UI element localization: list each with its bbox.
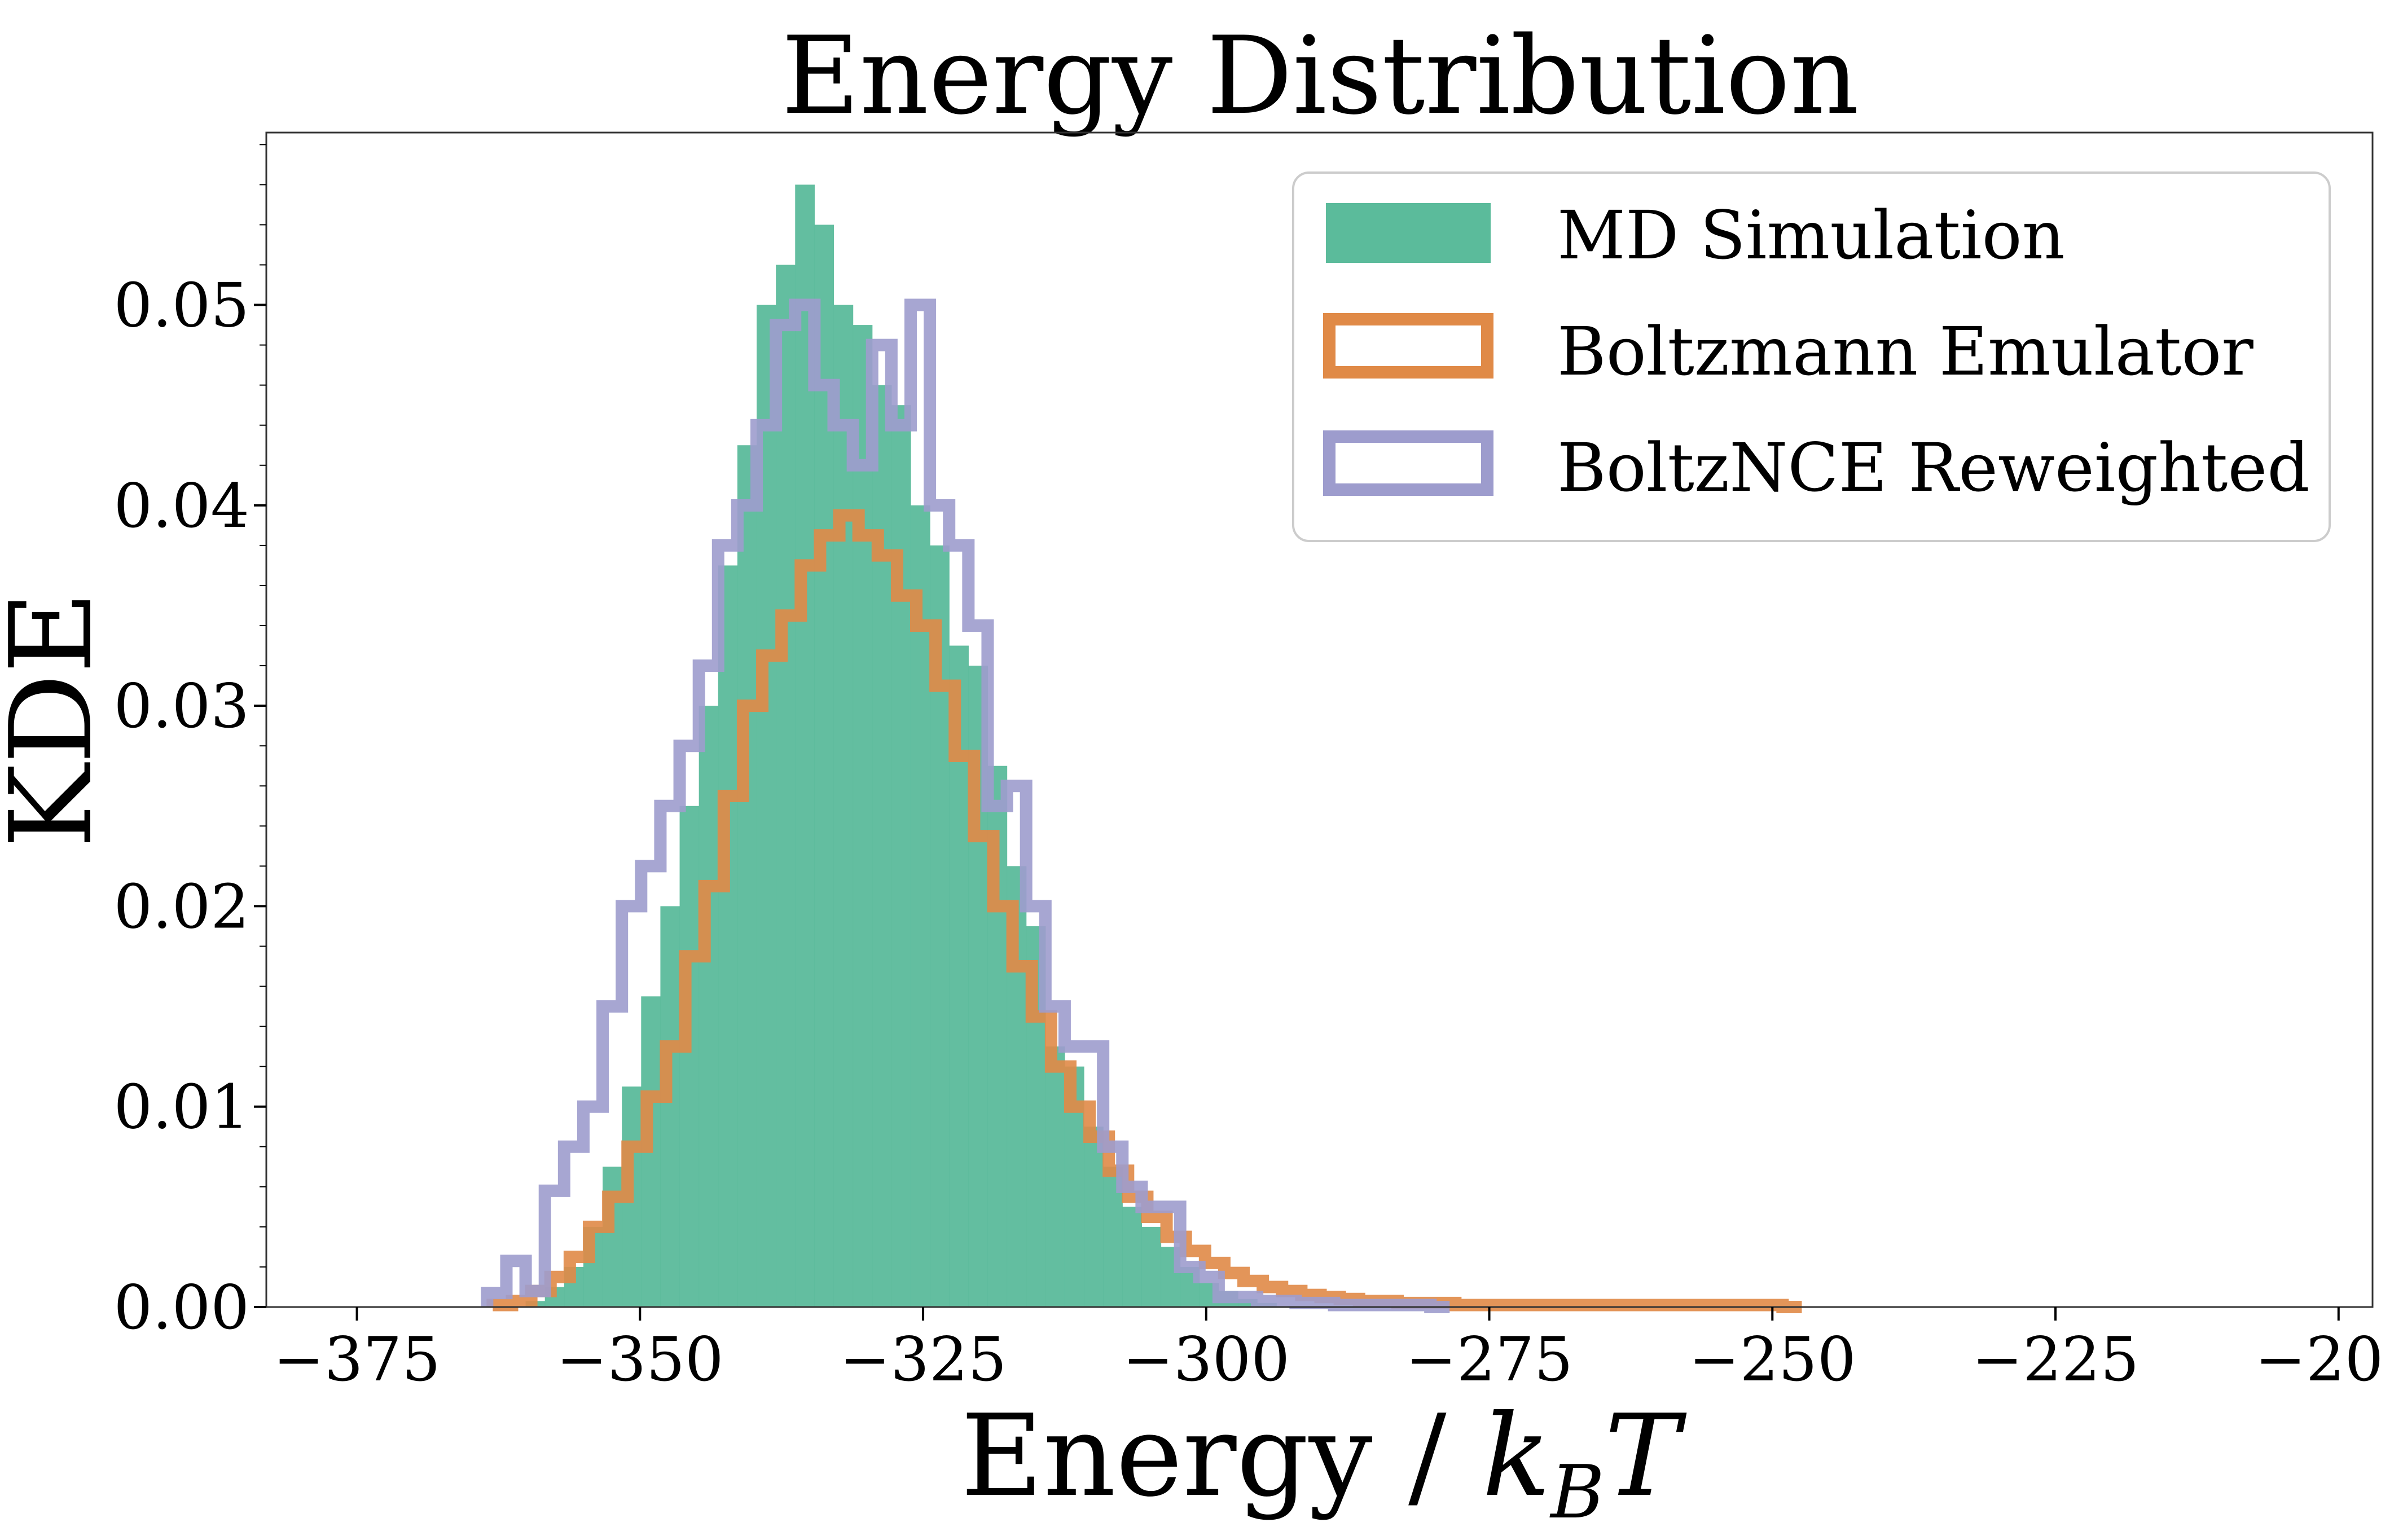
bar-md-simulation-14 [776, 265, 796, 1307]
bar-md-simulation-18 [853, 325, 873, 1307]
legend: MD Simulation Boltzmann Emulator BoltzNC… [1292, 171, 2331, 542]
bar-md-simulation-12 [737, 445, 757, 1307]
series-boltznce-reweighted [481, 298, 1450, 1313]
bar-md-simulation-8 [660, 906, 680, 1307]
x-axis-label-k: k [1482, 1391, 1550, 1522]
x-tick-label: −375 [273, 1325, 441, 1395]
x-tick-label: −250 [1689, 1325, 1856, 1395]
y-tick-label: 0.01 [114, 1072, 249, 1143]
x-axis-label-text: Energy / [961, 1391, 1482, 1522]
bar-md-simulation-9 [679, 806, 700, 1307]
y-tick-label: 0.03 [114, 671, 249, 742]
bar-md-simulation-5 [603, 1167, 622, 1307]
y-tick-label: 0.02 [114, 872, 249, 942]
bar-md-simulation-33 [1141, 1226, 1162, 1307]
bar-md-simulation-11 [718, 565, 738, 1307]
bar-md-simulation-30 [1084, 1127, 1104, 1307]
x-axis: −375 −350 −325 −300 −275 −250 −225 −200 [273, 1307, 2381, 1395]
legend-swatch-md-simulation [1326, 203, 1491, 263]
legend-box [1292, 171, 2331, 542]
y-axis: 0.00 0.01 0.02 0.03 0.04 0.05 [114, 144, 266, 1343]
bar-md-simulation-28 [1045, 1046, 1065, 1307]
x-tick-label: −225 [1972, 1325, 2140, 1395]
x-axis-label: Energy / kBT [961, 1391, 1687, 1535]
y-axis-label: KDE [0, 591, 117, 848]
x-tick-label: −200 [2255, 1325, 2381, 1395]
x-tick-label: −325 [840, 1325, 1007, 1395]
legend-swatch-boltznce-reweighted [1323, 430, 1493, 496]
plot-frame [265, 131, 2374, 1308]
y-tick-label: 0.00 [114, 1273, 249, 1343]
x-axis-label-t: T [1605, 1391, 1687, 1522]
bar-md-simulation-19 [872, 385, 892, 1307]
bar-md-simulation-21 [910, 505, 930, 1307]
bar-md-simulation-32 [1122, 1207, 1143, 1307]
legend-label-boltzmann-emulator: Boltzmann Emulator [1557, 313, 2253, 390]
bar-md-simulation-17 [833, 305, 854, 1307]
x-axis-label-subscript: B [1549, 1449, 1605, 1535]
bar-md-simulation-20 [891, 405, 911, 1307]
chart-title: Energy Distribution [781, 14, 1859, 138]
bar-md-simulation-10 [699, 706, 719, 1307]
series-boltzmann-emulator [486, 509, 1802, 1313]
plot-area [481, 184, 1802, 1313]
x-tick-label: −300 [1122, 1325, 1290, 1395]
x-tick-label: −350 [556, 1325, 724, 1395]
legend-swatch-boltzmann-emulator [1323, 313, 1493, 379]
y-tick-label: 0.04 [114, 471, 249, 542]
legend-label-md-simulation: MD Simulation [1557, 196, 2065, 274]
legend-label-boltznce-reweighted: BoltzNCE Reweighted [1557, 429, 2310, 507]
x-tick-label: −275 [1405, 1325, 1573, 1395]
y-tick-label: 0.05 [114, 271, 249, 341]
